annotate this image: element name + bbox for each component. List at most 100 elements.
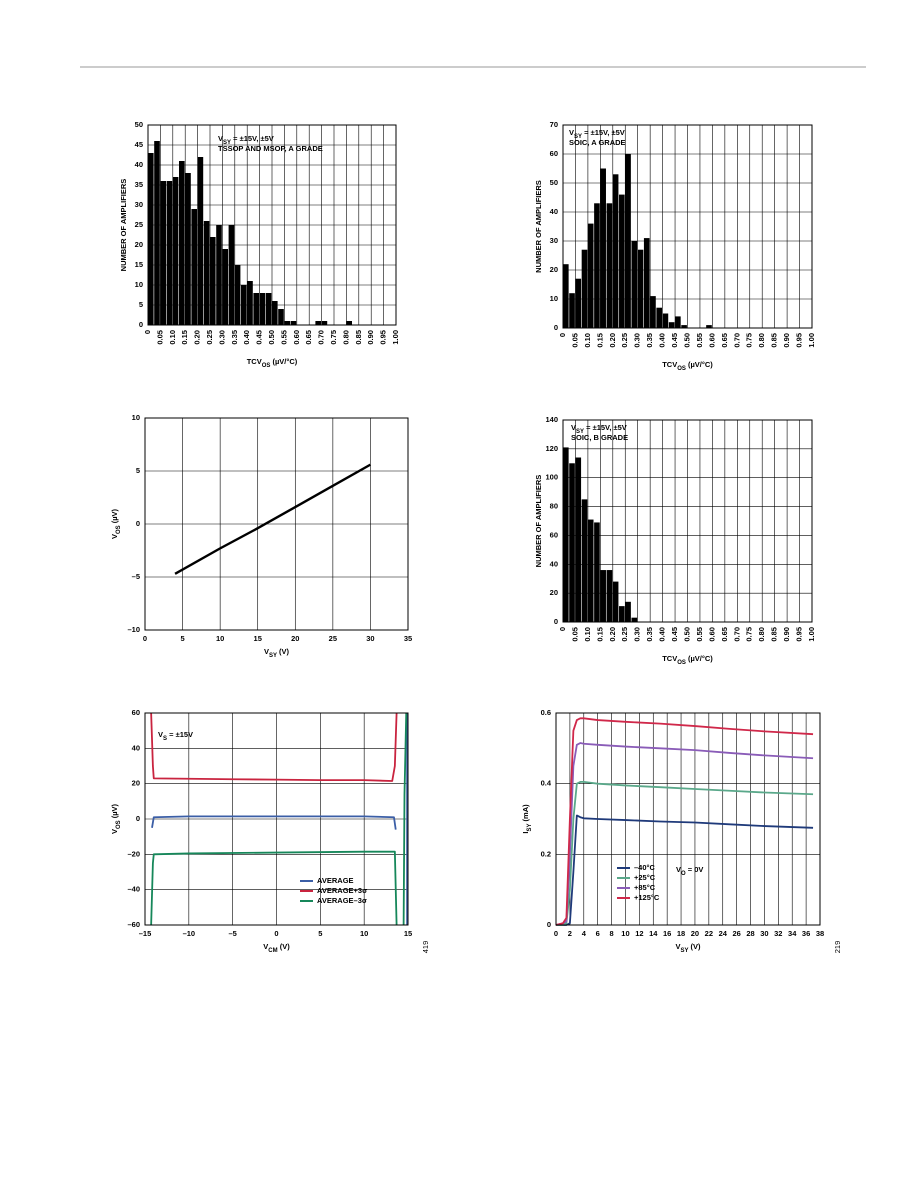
bar — [600, 168, 606, 328]
bar — [210, 237, 216, 325]
bar — [160, 181, 166, 325]
x-tick-label: –15 — [139, 929, 152, 938]
x-tick-label: 0.55 — [695, 627, 704, 642]
x-tick-label: 0 — [558, 627, 567, 631]
annotation-part: = ±15V, ±5V — [582, 128, 625, 137]
y-tick-label: –5 — [132, 572, 140, 581]
bar — [172, 177, 179, 325]
bar — [681, 325, 687, 328]
bar — [321, 321, 328, 325]
y-tick-label: 60 — [550, 149, 558, 158]
y-axis-label-part: (mA) — [521, 804, 530, 824]
x-tick-label: 35 — [404, 634, 412, 643]
x-tick-label: 0.20 — [193, 330, 202, 345]
bar — [185, 173, 191, 325]
bar — [569, 463, 575, 622]
x-tick-label: 10 — [621, 929, 629, 938]
bar — [563, 447, 569, 622]
bar — [154, 141, 160, 325]
x-tick-label: 16 — [663, 929, 671, 938]
x-tick-label: 0.40 — [658, 627, 667, 642]
bar — [625, 154, 631, 328]
bar — [662, 313, 669, 328]
y-axis-label: NUMBER OF AMPLIFIERS — [119, 179, 128, 272]
bar — [203, 221, 210, 325]
x-tick-label: 0.45 — [670, 627, 679, 642]
y-axis-label: NUMBER OF AMPLIFIERS — [534, 475, 543, 568]
annotation-part: O — [681, 871, 686, 877]
annotation-part: = ±15V — [167, 730, 193, 739]
plot-frame — [555, 712, 821, 926]
legend-label: AVERAGE — [317, 876, 354, 885]
x-tick-label: 30 — [760, 929, 768, 938]
x-tick-label: 0.90 — [782, 627, 791, 642]
x-tick-label: 0.80 — [341, 330, 350, 345]
x-tick-label: 25 — [329, 634, 337, 643]
x-tick-label: 0.25 — [620, 627, 629, 642]
y-tick-label: 80 — [550, 502, 558, 511]
series-line — [174, 463, 372, 575]
x-tick-label: 0.15 — [595, 333, 604, 348]
bar — [631, 241, 638, 328]
y-tick-label: –40 — [127, 885, 140, 894]
y-axis-label: NUMBER OF AMPLIFIERS — [534, 180, 543, 273]
x-tick-label: –5 — [228, 929, 236, 938]
x-tick-label: 0.40 — [658, 333, 667, 348]
series-line — [555, 717, 814, 926]
x-tick-label: 5 — [180, 634, 184, 643]
x-tick-label: 0.70 — [732, 627, 741, 642]
bar — [643, 238, 650, 328]
x-tick-label: 0 — [274, 929, 278, 938]
y-axis-label-part: (µV) — [110, 803, 119, 820]
bar — [581, 249, 588, 328]
legend-label: AVERAGE+3σ — [317, 886, 367, 895]
annotation-part: V — [571, 423, 576, 432]
x-tick-label: 0.75 — [745, 333, 754, 348]
annotation: TSSOP AND MSOP, A GRADE — [218, 144, 323, 153]
annotation-part: SOIC, A GRADE — [569, 138, 626, 147]
x-axis-label-part: OS — [677, 660, 686, 666]
series-line — [150, 712, 408, 926]
x-tick-label: 4 — [582, 929, 587, 938]
x-tick-label: 0.05 — [570, 333, 579, 348]
x-tick-label: 0.45 — [255, 330, 264, 345]
annotation: SOIC, A GRADE — [569, 138, 626, 147]
y-tick-label: 5 — [139, 300, 143, 309]
x-tick-label: 0.25 — [620, 333, 629, 348]
y-tick-label: 0.6 — [541, 708, 551, 717]
x-tick-label: 1.00 — [391, 330, 400, 345]
x-axis-label-part: SY — [269, 653, 277, 659]
bar — [575, 278, 582, 328]
y-axis-label: VOS (µV) — [110, 803, 122, 834]
y-tick-label: 40 — [132, 743, 140, 752]
bar — [606, 203, 613, 328]
x-tick-label: 0.35 — [645, 627, 654, 642]
plot-frame — [144, 417, 409, 631]
y-axis-label-part: V — [110, 534, 119, 539]
bar — [675, 316, 681, 328]
x-tick-label: 15 — [254, 634, 262, 643]
x-tick-label: 1.00 — [807, 627, 816, 642]
x-tick-label: 8 — [609, 929, 613, 938]
y-tick-label: 0 — [554, 617, 558, 626]
x-tick-label: 0.10 — [583, 333, 592, 348]
x-tick-label: 15 — [404, 929, 412, 938]
x-tick-label: 20 — [291, 634, 299, 643]
annotation-part: = 0V — [686, 865, 704, 874]
legend-label: AVERAGE–3σ — [317, 896, 367, 905]
x-tick-label: 0.75 — [329, 330, 338, 345]
x-tick-label: 0.35 — [645, 333, 654, 348]
x-tick-label: 24 — [719, 929, 728, 938]
x-tick-label: 0.85 — [770, 333, 779, 348]
bar — [656, 307, 662, 328]
x-tick-label: –10 — [183, 929, 196, 938]
x-tick-label: 0 — [143, 634, 147, 643]
annotation-part: V — [158, 730, 163, 739]
x-axis-label: TCVOS (µV/°C) — [247, 357, 298, 369]
x-tick-label: 0.70 — [732, 333, 741, 348]
plot-frame — [562, 124, 813, 329]
y-tick-label: 25 — [135, 220, 143, 229]
figure-id: 419 — [421, 941, 430, 954]
annotation-part: V — [676, 865, 681, 874]
